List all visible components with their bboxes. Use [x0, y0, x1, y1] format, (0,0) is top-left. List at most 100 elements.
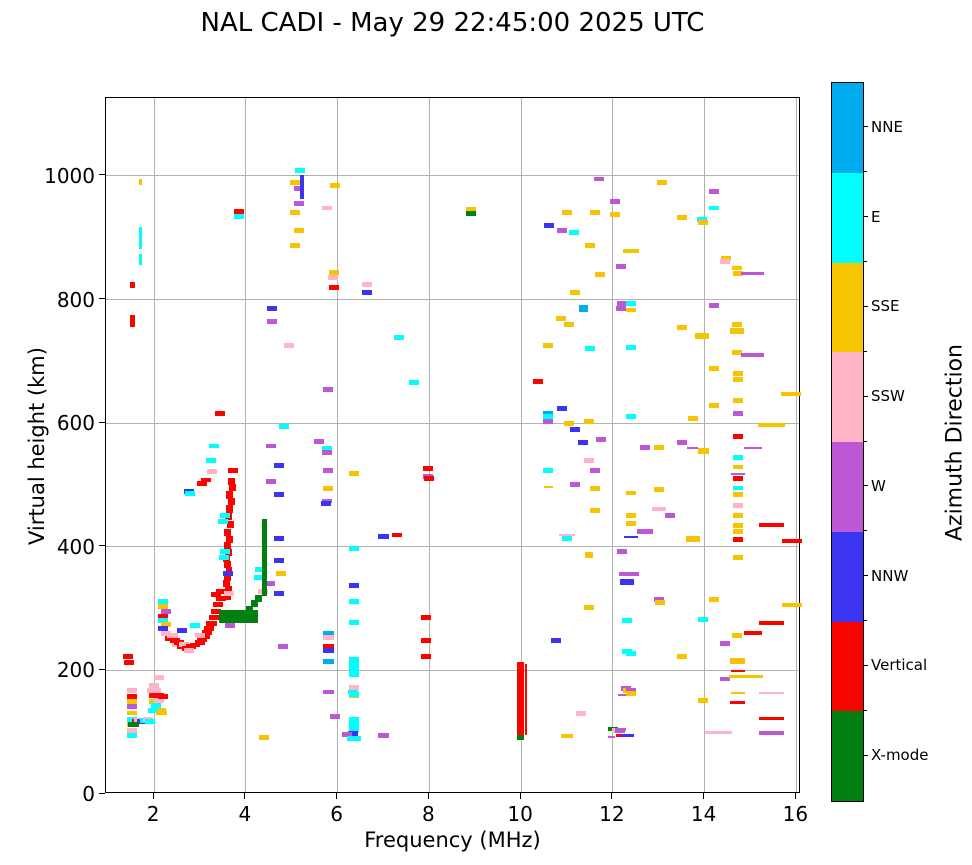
data-point-V: [201, 630, 212, 636]
data-point-W: [741, 271, 765, 276]
data-point-SSE: [655, 599, 666, 605]
data-point-W: [639, 444, 651, 450]
data-point-E: [542, 468, 553, 474]
colorbar-tick-label-V: Vertical: [871, 656, 928, 675]
data-point-NNW: [320, 501, 331, 506]
data-point-V: [224, 528, 231, 537]
data-point-E: [732, 485, 743, 491]
colorbar-tick: [864, 485, 868, 487]
data-point-SSW: [361, 281, 372, 287]
y-gridline: [106, 299, 799, 300]
data-point-W: [617, 548, 628, 554]
data-bar-NNW: [299, 174, 305, 200]
data-point-E: [584, 346, 595, 352]
data-point-SSE: [731, 322, 742, 328]
data-point-SSE: [676, 654, 687, 660]
data-point-SSE: [544, 485, 554, 489]
data-point-NNE: [578, 305, 588, 313]
data-point-NNW: [620, 733, 635, 737]
data-point-SSW: [160, 630, 171, 636]
data-point-X: [246, 606, 254, 614]
data-point-SSE: [686, 535, 701, 542]
data-point-E: [346, 736, 361, 741]
data-point-E: [349, 692, 360, 697]
data-point-NNW: [273, 463, 284, 469]
data-point-V: [732, 537, 743, 543]
data-point-SSE: [584, 243, 595, 249]
data-point-V: [743, 631, 762, 636]
colorbar-axis-label: Azimuth Direction: [942, 343, 968, 542]
data-point-V: [226, 505, 234, 513]
x-gridline: [704, 98, 706, 792]
data-point-E: [208, 443, 219, 449]
data-point-NNW: [624, 535, 639, 539]
y-gridline: [106, 422, 799, 424]
data-point-E: [697, 217, 708, 223]
data-point-E: [185, 491, 196, 497]
data-point-SSE: [626, 520, 637, 526]
data-point-W: [676, 440, 687, 446]
colorbar-segment-E: [832, 172, 863, 263]
data-point-V: [730, 700, 746, 705]
data-point-SSE: [259, 734, 270, 740]
data-point-SSE: [276, 571, 287, 577]
data-point-SSE: [584, 605, 595, 611]
data-point-W: [341, 731, 352, 737]
data-point-SSW: [651, 506, 666, 512]
data-point-E: [190, 623, 201, 629]
data-point-E: [348, 657, 359, 663]
data-point-SSE: [589, 210, 600, 216]
colorbar-tick-label-E: E: [871, 207, 881, 226]
data-point-E: [621, 617, 632, 623]
data-point-SSE: [688, 416, 699, 422]
data-point-V: [225, 535, 233, 544]
x-tick-label: 16: [782, 802, 809, 826]
x-tick-label: 4: [238, 802, 252, 826]
data-point-NNW: [570, 427, 581, 433]
data-point-E: [144, 719, 155, 725]
data-bar-V: [130, 314, 135, 328]
colorbar: [831, 82, 864, 802]
colorbar-boundary-tick: [864, 709, 867, 711]
data-point-SSE: [289, 180, 301, 186]
data-point-V: [730, 669, 745, 673]
data-point-E: [278, 423, 290, 429]
data-point-V: [127, 693, 138, 699]
data-point-SSE: [729, 328, 744, 334]
data-point-X: [465, 211, 476, 217]
data-point-V: [123, 660, 134, 666]
data-point-V: [758, 522, 784, 528]
data-point-NNW: [557, 406, 568, 412]
x-tick: [519, 793, 521, 799]
data-point-SSE: [732, 529, 743, 535]
colorbar-tick: [864, 664, 868, 666]
x-axis-label: Frequency (MHz): [364, 828, 541, 852]
data-point-SSW: [719, 259, 730, 265]
data-point-SSE: [584, 551, 594, 558]
data-point-SSW: [583, 458, 594, 464]
data-point-E: [348, 726, 359, 732]
x-tick: [427, 793, 429, 799]
data-point-SSE: [728, 675, 764, 679]
data-point-W: [626, 687, 637, 693]
x-tick: [703, 793, 705, 799]
colorbar-tick: [864, 575, 868, 577]
data-point-SSE: [584, 418, 595, 424]
data-point-W: [708, 189, 719, 195]
data-point-V: [392, 532, 403, 538]
data-point-W: [314, 438, 325, 444]
data-point-E: [220, 549, 231, 555]
data-point-V: [228, 468, 239, 474]
data-point-V: [211, 591, 222, 597]
data-point-SSE: [732, 522, 743, 528]
data-point-NNW: [267, 305, 278, 311]
colorbar-tick: [864, 216, 868, 218]
data-point-V: [758, 717, 784, 720]
y-gridline: [106, 175, 799, 177]
data-point-W: [330, 714, 341, 720]
data-point-V: [329, 285, 340, 291]
y-tick-label: 800: [56, 287, 95, 312]
data-point-NNW: [273, 590, 284, 596]
data-point-V: [206, 620, 217, 626]
data-point-W: [708, 303, 719, 309]
